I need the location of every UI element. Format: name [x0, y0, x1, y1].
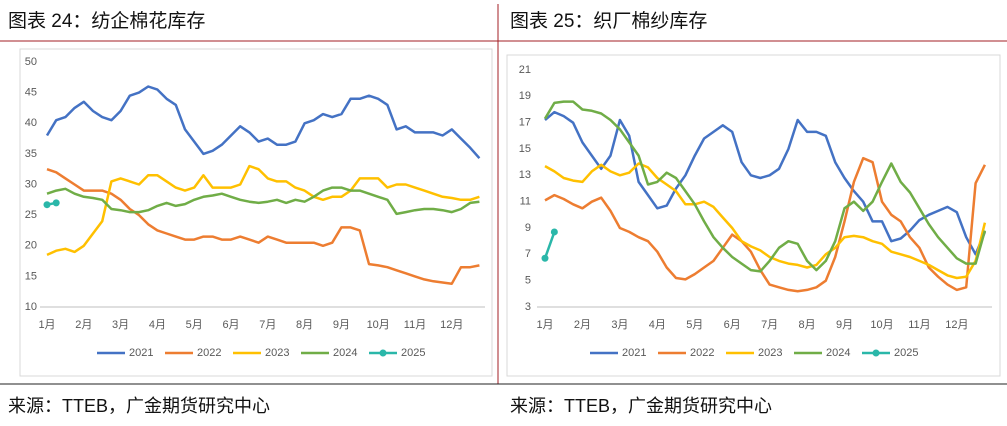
y-tick-label: 7	[525, 248, 531, 260]
y-tick-label: 20	[25, 240, 37, 252]
series-line	[46, 186, 480, 216]
y-tick-label: 21	[519, 64, 531, 76]
y-tick-label: 35	[25, 148, 37, 160]
x-tick-label: 10月	[367, 319, 390, 331]
legend-marker	[872, 349, 880, 357]
y-tick-label: 40	[25, 117, 37, 129]
series-line	[46, 164, 480, 257]
series-line	[543, 231, 556, 259]
y-tick-label: 10	[25, 301, 37, 313]
series-marker	[550, 228, 558, 236]
y-tick-label: 15	[519, 143, 531, 155]
x-tick-label: 9月	[836, 319, 853, 331]
series-marker	[541, 254, 549, 262]
x-tick-label: 4月	[149, 319, 166, 331]
legend-marker	[379, 349, 387, 357]
source-note: 来源：TTEB，广金期货研究中心	[8, 396, 270, 416]
x-tick-label: 7月	[259, 319, 276, 331]
y-tick-label: 9	[525, 222, 531, 234]
x-tick-label: 11月	[404, 319, 426, 331]
x-tick-label: 6月	[222, 319, 239, 331]
y-tick-label: 30	[25, 178, 37, 190]
y-tick-label: 19	[519, 90, 531, 102]
series-line	[46, 168, 480, 285]
x-tick-label: 2月	[574, 319, 591, 331]
x-tick-label: 3月	[112, 319, 129, 331]
y-tick-label: 3	[525, 301, 531, 313]
source-note: 来源：TTEB，广金期货研究中心	[510, 396, 772, 416]
series-marker	[43, 201, 51, 209]
legend-label: 2024	[826, 347, 850, 359]
x-tick-label: 10月	[870, 319, 893, 331]
chart-title: 图表 24：纺企棉花库存	[8, 10, 205, 32]
series-marker	[52, 199, 60, 207]
x-tick-label: 1月	[536, 319, 553, 331]
legend-label: 2022	[197, 347, 221, 359]
x-tick-label: 8月	[296, 319, 313, 331]
x-tick-label: 5月	[686, 319, 703, 331]
legend-label: 2021	[622, 347, 646, 359]
y-tick-label: 5	[525, 275, 531, 287]
series-line	[543, 100, 987, 273]
series-line	[544, 162, 987, 280]
y-tick-label: 25	[25, 209, 37, 221]
x-tick-label: 6月	[724, 319, 741, 331]
y-tick-label: 15	[25, 270, 37, 282]
legend-label: 2021	[129, 347, 153, 359]
legend-label: 2024	[333, 347, 357, 359]
series-line	[45, 85, 481, 160]
legend-label: 2023	[758, 347, 782, 359]
y-tick-label: 13	[519, 169, 531, 181]
series-line	[544, 110, 987, 256]
chart-title: 图表 25：织厂棉纱库存	[510, 10, 707, 32]
chart-frame	[506, 54, 1001, 377]
x-tick-label: 4月	[649, 319, 666, 331]
chart-frame	[19, 48, 493, 377]
y-tick-label: 45	[25, 87, 37, 99]
x-tick-label: 2月	[75, 319, 92, 331]
x-tick-label: 12月	[945, 319, 968, 331]
x-tick-label: 5月	[186, 319, 203, 331]
x-tick-label: 3月	[611, 319, 628, 331]
x-tick-label: 1月	[38, 319, 55, 331]
legend-label: 2023	[265, 347, 289, 359]
x-tick-label: 8月	[799, 319, 816, 331]
x-tick-label: 7月	[761, 319, 778, 331]
legend-label: 2025	[894, 347, 918, 359]
y-tick-label: 11	[520, 196, 531, 208]
series-line	[544, 156, 987, 293]
legend-label: 2025	[401, 347, 425, 359]
x-tick-label: 11月	[908, 319, 930, 331]
x-tick-label: 9月	[333, 319, 350, 331]
x-tick-label: 12月	[440, 319, 463, 331]
y-tick-label: 50	[25, 56, 37, 68]
legend-label: 2022	[690, 347, 714, 359]
y-tick-label: 17	[519, 117, 531, 129]
